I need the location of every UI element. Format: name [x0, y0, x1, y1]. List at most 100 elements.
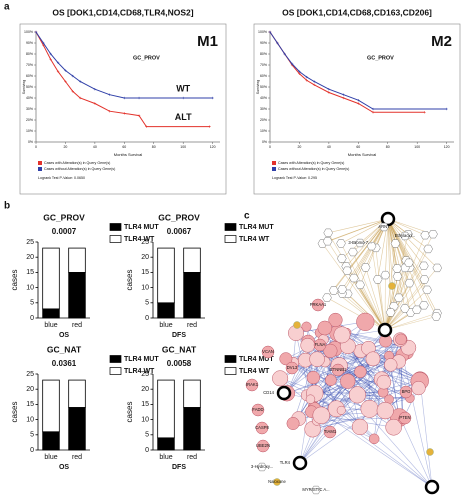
gene-node	[356, 312, 375, 331]
censor-mark	[357, 102, 360, 105]
gene-node	[311, 298, 325, 312]
y-tick-label: 40%	[26, 96, 33, 100]
compound-node	[411, 305, 422, 314]
x-tick-label: red	[187, 454, 197, 461]
network-edge	[375, 247, 386, 331]
x-tick-label: 100	[414, 145, 420, 149]
y-tick-label: 20%	[26, 118, 33, 122]
subtitle: GC_PROV	[367, 55, 394, 61]
node-label: ARNT	[378, 224, 390, 229]
compound-node	[360, 263, 371, 272]
gene-node	[279, 352, 293, 366]
y-tick-label: 50%	[260, 85, 267, 89]
x-tick-label: blue	[44, 454, 57, 461]
y-tick-label: 20%	[260, 118, 267, 122]
gene-node	[272, 370, 289, 387]
panel-label: a	[4, 2, 10, 13]
legend-swatch	[109, 355, 122, 363]
gene-node	[365, 351, 381, 367]
legend-swatch	[109, 367, 122, 375]
node-label: IRAK1	[246, 382, 259, 387]
x-tick-label: blue	[159, 322, 172, 329]
y-tick-label: 0%	[262, 140, 267, 144]
bar-segment	[157, 302, 175, 319]
y-tick-label: 70%	[26, 63, 33, 67]
network-edge	[327, 218, 389, 242]
censor-mark	[298, 72, 301, 75]
y-tick-label: 20	[26, 254, 34, 261]
network-edge	[387, 218, 400, 298]
y-tick-label: 40%	[260, 96, 267, 100]
compound-node	[366, 241, 377, 251]
x-tick-label: 20	[63, 145, 67, 149]
network-edge	[314, 391, 384, 409]
y-tick-label: 10	[26, 416, 34, 423]
node-label: 3-Hydroxy...	[251, 464, 273, 469]
network-edge	[387, 218, 410, 284]
gene-node	[331, 363, 345, 377]
compound-node	[419, 275, 430, 284]
chart-title: GC_PROV	[158, 212, 200, 222]
chart-title: GC_NAT	[47, 344, 82, 354]
x-tick-label: 120	[444, 145, 450, 149]
y-tick-label: 60%	[260, 74, 267, 78]
gene-node	[336, 405, 346, 415]
y-tick-label: 0	[145, 315, 149, 322]
censor-mark	[445, 107, 448, 111]
x-tick-label: 40	[327, 145, 331, 149]
y-tick-label: 15	[26, 401, 34, 408]
bar-segment	[68, 247, 86, 273]
legend-swatch	[272, 161, 276, 165]
compound-node	[404, 278, 415, 288]
y-axis-label: cases	[125, 402, 134, 423]
y-tick-label: 80%	[26, 52, 33, 56]
network-edge	[419, 379, 433, 488]
network-edge	[402, 355, 433, 488]
gene-node	[354, 365, 367, 379]
gene-node	[245, 378, 259, 392]
node-label: VCAN	[262, 349, 274, 354]
bar-segment	[183, 271, 201, 319]
censor-mark	[42, 44, 45, 47]
y-tick-label: 5	[145, 432, 149, 439]
x-tick-label: 60	[356, 145, 360, 149]
censor-mark	[34, 30, 38, 34]
compound-node	[389, 301, 399, 311]
censor-mark	[137, 96, 141, 100]
censor-mark	[268, 30, 272, 34]
censor-mark	[208, 125, 211, 128]
censor-mark	[108, 110, 111, 113]
gene-node	[309, 351, 325, 367]
gene-node	[340, 373, 356, 389]
compound-node	[431, 312, 442, 321]
x-tick-label: 80	[152, 145, 156, 149]
bar-segment	[157, 437, 175, 451]
y-tick-label: 15	[26, 269, 34, 276]
gene-node	[323, 425, 337, 439]
network-edge	[387, 218, 406, 309]
compound-node	[428, 229, 438, 239]
subtitle: 0.0007	[52, 227, 77, 236]
network-edge	[347, 346, 386, 413]
x-tick-label: 80	[386, 145, 390, 149]
censor-mark	[108, 93, 111, 96]
network-edge	[326, 297, 386, 331]
subtitle: 0.0058	[167, 359, 192, 368]
gene-node	[261, 345, 275, 359]
gene-node	[368, 433, 380, 445]
gene-node	[323, 343, 338, 358]
bar-segment	[183, 247, 201, 273]
y-tick-label: 0	[30, 447, 34, 454]
legend-label: Cases with Alteration(s) in Query Gene(s…	[44, 161, 110, 165]
censor-mark	[42, 41, 45, 45]
panel-annotation: M2	[431, 33, 452, 50]
node-label: FADD	[252, 407, 263, 412]
network-edge	[365, 267, 386, 331]
compound-node	[337, 285, 348, 294]
x-axis-label: DFS	[172, 332, 186, 339]
network-edge	[324, 361, 361, 428]
compound-node	[423, 244, 433, 254]
network-edge	[384, 316, 437, 331]
node-label: PRKAA1	[310, 302, 327, 307]
